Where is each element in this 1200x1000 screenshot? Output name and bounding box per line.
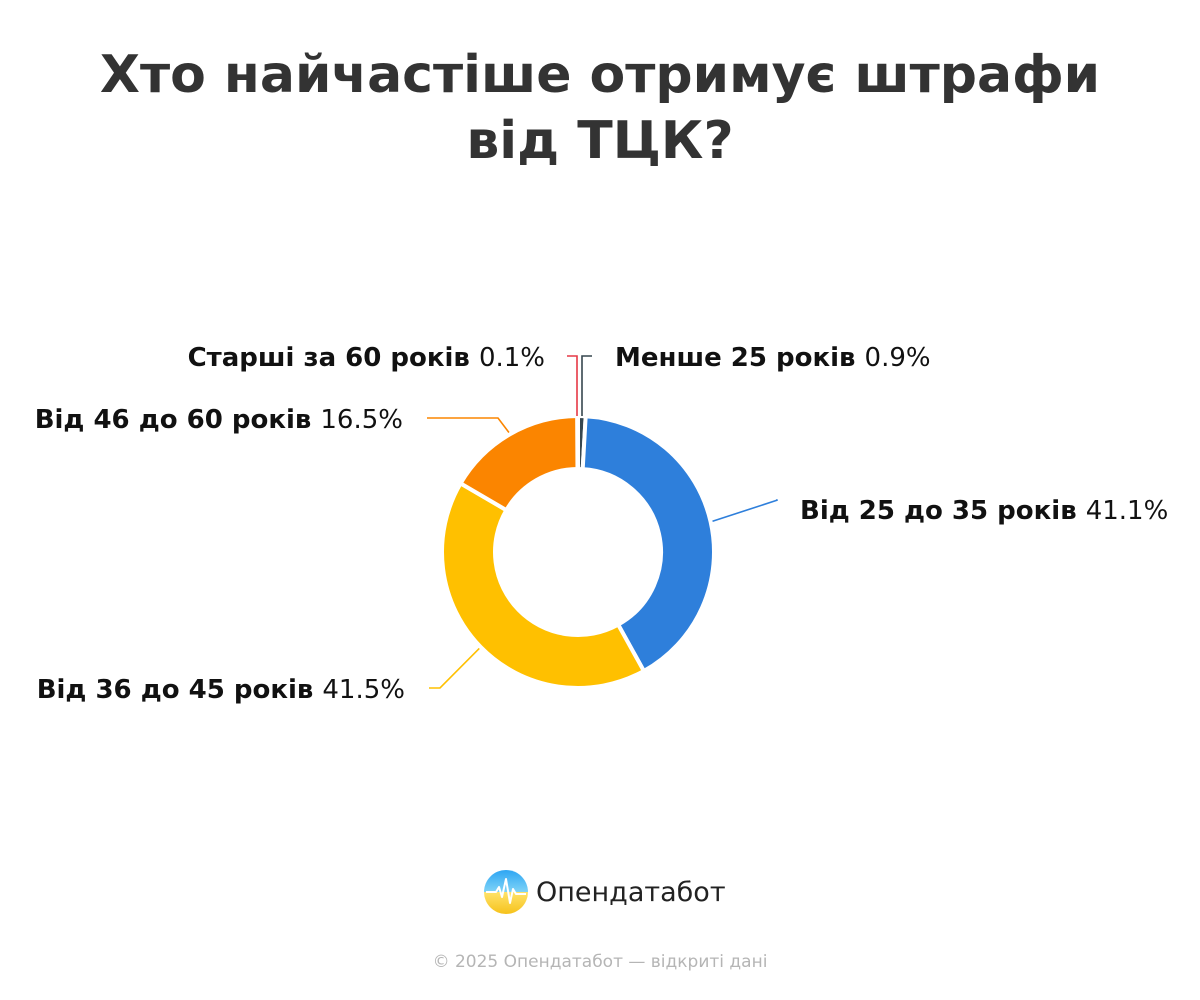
- slice-label: Менше 25 років 0.9%: [615, 343, 931, 373]
- slice-label-category: Старші за 60 років: [188, 343, 479, 373]
- leader-line: [429, 647, 480, 689]
- slice-label-value: 41.1%: [1086, 496, 1169, 526]
- slice-label: Від 46 до 60 років 16.5%: [35, 405, 403, 435]
- leader-line: [427, 417, 510, 434]
- slice-label: Старші за 60 років 0.1%: [188, 343, 545, 373]
- brand-logo: Опендатабот: [484, 870, 726, 914]
- chart-title-line-1: Хто найчастіше отримує штрафи: [99, 45, 1101, 105]
- leader-line: [712, 499, 778, 523]
- donut-slice: [440, 481, 646, 690]
- donut-slice: [580, 414, 716, 674]
- donut-slice: [576, 415, 579, 470]
- slice-label-category: Від 25 до 35 років: [800, 496, 1086, 526]
- chart-title-line-2: від ТЦК?: [466, 111, 734, 171]
- chart-title: Хто найчастіше отримує штрафи від ТЦК?: [0, 42, 1200, 174]
- leader-line: [581, 355, 592, 416]
- slice-label-category: Від 46 до 60 років: [35, 405, 321, 435]
- slice-label-value: 41.5%: [322, 675, 405, 705]
- slice-label-value: 0.1%: [479, 343, 545, 373]
- slice-label-value: 0.9%: [865, 343, 931, 373]
- slice-label: Від 25 до 35 років 41.1%: [800, 496, 1168, 526]
- slice-label-category: Менше 25 років: [615, 343, 865, 373]
- slice-label-category: Від 36 до 45 років: [37, 675, 323, 705]
- brand-name: Опендатабот: [536, 876, 726, 908]
- slice-label: Від 36 до 45 років 41.5%: [37, 675, 405, 705]
- opendatabot-logo-icon: [484, 870, 528, 914]
- leader-line: [567, 355, 578, 416]
- slice-label-value: 16.5%: [320, 405, 403, 435]
- footer-copyright: © 2025 Опендатабот — відкриті дані: [432, 952, 768, 972]
